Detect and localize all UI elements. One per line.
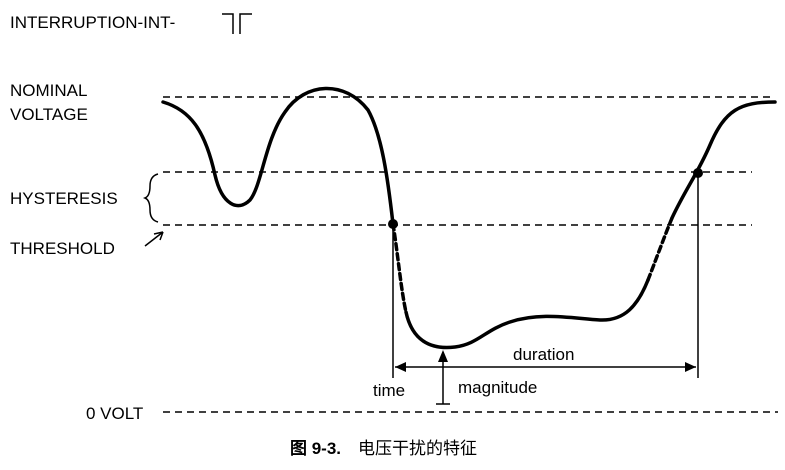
label: 0 VOLT: [86, 404, 143, 423]
label: time: [373, 381, 405, 400]
label: magnitude: [458, 378, 537, 397]
waveform: [404, 278, 650, 350]
title: INTERRUPTION-INT-: [10, 13, 175, 32]
waveform: [161, 86, 395, 226]
label: VOLTAGE: [10, 105, 88, 124]
label: NOMINAL: [10, 81, 87, 100]
arrowhead: [438, 350, 448, 362]
waveform: [391, 222, 408, 314]
brace: [142, 173, 159, 223]
label: duration: [513, 345, 574, 364]
pulse-symbol: [222, 13, 252, 34]
caption-text: 电压干扰的特征: [358, 439, 477, 458]
waveform: [670, 100, 777, 220]
caption-number: 图 9-3.: [290, 439, 341, 458]
waveform: [646, 216, 674, 282]
label: THRESHOLD: [10, 239, 115, 258]
arrow: [144, 231, 164, 247]
label: HYSTERESIS: [10, 189, 118, 208]
